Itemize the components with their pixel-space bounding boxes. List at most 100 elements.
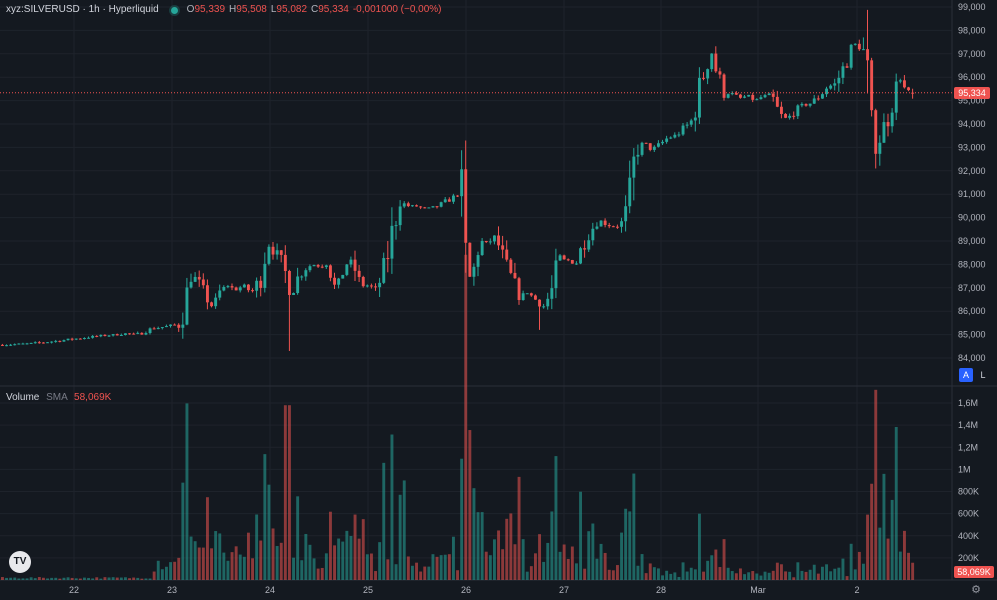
volume-bar — [283, 405, 287, 580]
candle-body — [792, 115, 796, 117]
candle-body — [743, 96, 746, 98]
candle-body — [837, 77, 841, 84]
volume-bar — [898, 551, 902, 580]
tradingview-logo[interactable]: TV — [9, 551, 31, 573]
volume-bar — [903, 530, 906, 580]
volume-bar — [447, 554, 451, 580]
volume-bar — [9, 577, 13, 580]
volume-bar — [591, 523, 595, 580]
volume-bar — [238, 554, 242, 580]
volume-bar — [493, 539, 496, 580]
candle-body — [566, 259, 570, 261]
candle-body — [611, 226, 615, 228]
volume-legend[interactable]: Volume SMA 58,069K — [6, 391, 111, 405]
volume-bar — [337, 538, 341, 580]
candle-body — [189, 281, 193, 288]
volume-bar — [714, 549, 718, 580]
candle-body — [42, 342, 45, 344]
candle-body — [849, 44, 853, 68]
volume-bar — [456, 570, 459, 580]
volume-bar — [144, 578, 148, 580]
candle-body — [324, 265, 328, 268]
price-tick-label: 93,000 — [958, 142, 986, 152]
candle-body — [714, 53, 718, 72]
log-scale-button[interactable]: L — [980, 370, 986, 380]
volume-bar — [866, 514, 869, 580]
volume-sma-label: SMA — [46, 392, 68, 403]
candle-body — [296, 276, 300, 294]
volume-bar — [197, 547, 201, 580]
volume-bar — [181, 482, 185, 580]
candle-body — [349, 259, 353, 265]
volume-bar — [689, 567, 693, 580]
volume-bar — [833, 568, 837, 580]
volume-bar — [78, 578, 82, 580]
candle-body — [279, 250, 283, 255]
volume-bar — [693, 569, 697, 580]
candle-body — [882, 122, 886, 143]
candle-body — [652, 146, 656, 150]
settings-gear-icon[interactable]: ⚙ — [971, 584, 981, 596]
volume-bar — [206, 497, 209, 580]
price-tick-label: 99,000 — [958, 2, 986, 12]
candle-body — [361, 276, 365, 287]
volume-bar — [312, 558, 316, 580]
candle-body — [468, 242, 472, 277]
candle-body — [538, 299, 541, 307]
volume-bar — [427, 566, 431, 580]
candle-body — [501, 245, 505, 250]
volume-tick-label: 600K — [958, 509, 979, 519]
price-tick-label: 92,000 — [958, 166, 986, 176]
candle-body — [767, 93, 771, 96]
volume-title: Volume — [6, 392, 40, 403]
volume-bar — [259, 540, 263, 580]
candle-body — [160, 327, 164, 329]
candle-body — [37, 342, 41, 344]
candle-body — [128, 333, 131, 335]
volume-bar — [562, 544, 566, 580]
candle-body — [316, 265, 320, 267]
candle-body — [780, 106, 783, 114]
volume-bar — [726, 567, 730, 580]
candle-body — [833, 83, 837, 86]
candle-body — [337, 278, 341, 285]
volume-bar — [406, 556, 410, 580]
volume-bar — [583, 568, 587, 580]
volume-bar — [107, 577, 111, 580]
candle-body — [472, 266, 476, 277]
volume-bar — [423, 566, 427, 580]
volume-value-tag: 58,069K — [954, 566, 994, 578]
candle-body — [575, 263, 578, 265]
volume-bar — [792, 577, 796, 580]
candle-body — [616, 226, 619, 228]
volume-bar — [439, 555, 443, 580]
candle-body — [464, 169, 468, 243]
volume-bar — [517, 476, 521, 580]
volume-bar — [505, 518, 509, 580]
candle-body — [394, 225, 398, 227]
volume-bar — [534, 553, 537, 580]
candle-body — [816, 98, 820, 100]
candle-body — [620, 221, 623, 227]
volume-bar — [739, 568, 742, 580]
volume-bar — [788, 571, 792, 580]
volume-bar — [554, 456, 558, 580]
volume-bar — [616, 565, 619, 580]
candle-body — [25, 343, 29, 345]
auto-scale-button[interactable]: A — [959, 368, 973, 382]
volume-bar — [201, 547, 205, 580]
volume-bar — [169, 562, 172, 580]
price-tick-label: 97,000 — [958, 49, 986, 59]
candle-body — [33, 342, 37, 344]
candle-body — [603, 220, 607, 225]
volume-bar — [800, 570, 804, 580]
candle-body — [193, 276, 197, 282]
volume-bar — [513, 544, 517, 580]
volume-bar — [156, 560, 160, 580]
volume-bar — [763, 571, 767, 580]
symbol-title[interactable]: xyz:SILVERUSD · 1h · Hyperliquid — [6, 4, 159, 15]
candle-body — [259, 280, 263, 288]
candle-body — [132, 333, 136, 335]
candle-body — [300, 276, 304, 278]
